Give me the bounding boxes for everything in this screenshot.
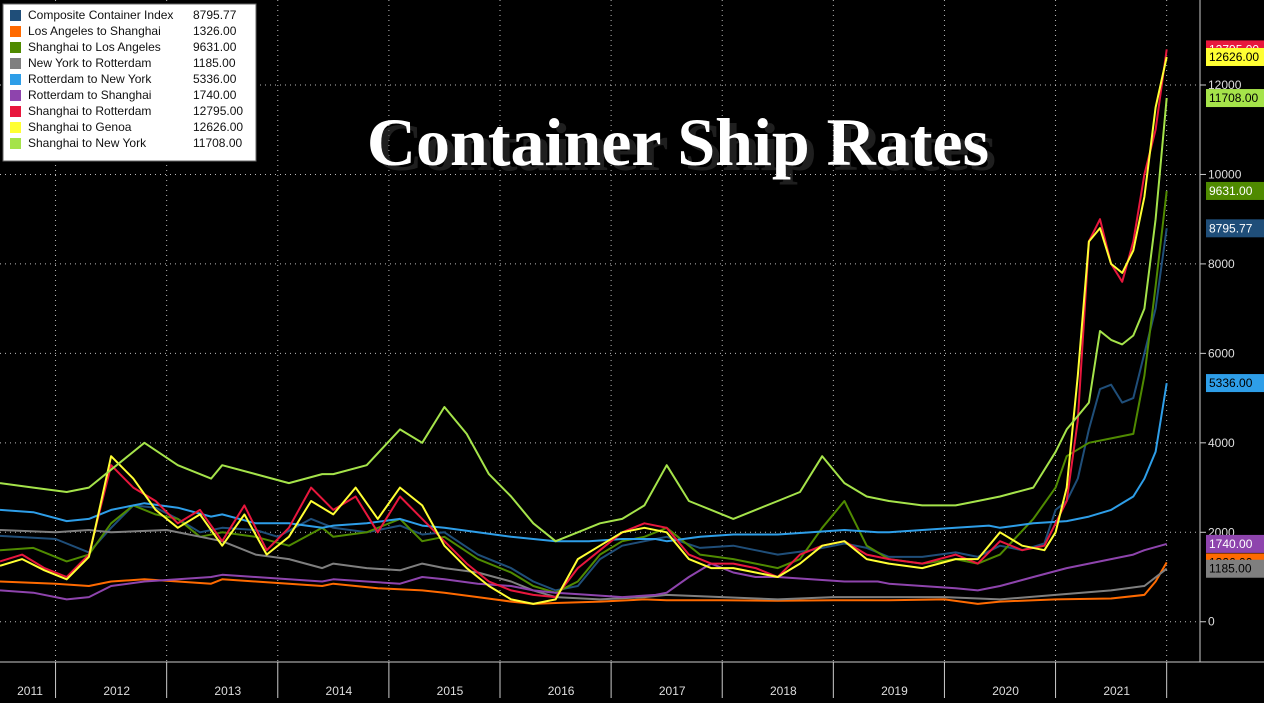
legend-swatch — [10, 122, 21, 133]
legend-background — [2, 3, 257, 162]
series-line — [0, 561, 1168, 605]
legend-value: 9631.00 — [193, 40, 237, 54]
x-tick-label: 2012 — [103, 684, 130, 698]
x-tick-label: 2021 — [1103, 684, 1130, 698]
series-line — [0, 56, 1168, 605]
x-tick-label: 2017 — [659, 684, 686, 698]
x-tick-label: 2020 — [992, 684, 1019, 698]
legend-value: 12626.00 — [193, 120, 243, 134]
legend-value: 1185.00 — [193, 56, 236, 70]
legend-label: Rotterdam to New York — [28, 72, 152, 86]
x-tick-label: 2016 — [548, 684, 575, 698]
legend-label: Shanghai to Los Angeles — [28, 40, 161, 54]
series-line — [0, 542, 1167, 601]
last-value-tag-text: 5336.00 — [1209, 376, 1253, 390]
last-value-tag-text: 9631.00 — [1209, 184, 1253, 198]
y-tick-label: 10000 — [1208, 167, 1242, 181]
legend-value: 11708.00 — [193, 136, 242, 150]
chart-title-group: Container Ship Rates Container Ship Rate… — [367, 104, 996, 185]
last-value-tag-text: 11708.00 — [1209, 91, 1258, 105]
legend-swatch — [10, 10, 21, 21]
legend-swatch — [10, 58, 21, 69]
last-value-tag-bg — [1206, 534, 1264, 553]
legend-swatch — [10, 26, 21, 37]
legend-swatch — [10, 90, 21, 101]
last-value-tag-bg — [1206, 181, 1264, 200]
last-value-labels: 8795.771326.009631.001185.005336.001740.… — [1206, 40, 1264, 578]
chart-title: Container Ship Rates — [367, 104, 989, 180]
legend-label: Shanghai to Genoa — [28, 120, 132, 134]
x-tick-label: 2018 — [770, 684, 797, 698]
legend-value: 1740.00 — [193, 88, 237, 102]
x-tick-label: 2015 — [437, 684, 464, 698]
y-tick-label: 8000 — [1208, 257, 1235, 271]
legend-label: Shanghai to Rotterdam — [28, 104, 151, 118]
last-value-tag-bg — [1206, 374, 1264, 393]
last-value-tag: 1185.00 — [1206, 559, 1264, 578]
legend-swatch — [10, 74, 21, 85]
x-tick-label: 2019 — [881, 684, 908, 698]
series-line — [0, 228, 1168, 592]
legend-value: 5336.00 — [193, 72, 237, 86]
y-tick-label: 6000 — [1208, 346, 1235, 360]
legend-label: Los Angeles to Shanghai — [28, 24, 161, 38]
last-value-tag-bg — [1206, 219, 1264, 238]
last-value-tag-text: 1185.00 — [1209, 562, 1252, 576]
last-value-tag: 8795.77 — [1206, 219, 1264, 238]
grid-layer — [0, 0, 1200, 662]
last-value-tag: 11708.00 — [1206, 89, 1264, 108]
legend-swatch — [10, 42, 21, 53]
last-value-tag-text: 1740.00 — [1209, 537, 1253, 551]
last-value-tag: 12626.00 — [1206, 47, 1264, 66]
legend-label: Shanghai to New York — [28, 136, 147, 150]
legend: Composite Container Index 8795.77 Los Ange… — [2, 3, 257, 162]
x-tick-label: 2011 — [17, 684, 43, 698]
series-line — [0, 382, 1168, 543]
y-tick-label: 0 — [1208, 615, 1215, 629]
x-tick-label: 2014 — [326, 684, 353, 698]
legend-value: 12795.00 — [193, 104, 243, 118]
last-value-tag-bg — [1206, 559, 1264, 578]
last-value-tag-bg — [1206, 47, 1264, 66]
x-tick-label: 2013 — [214, 684, 241, 698]
y-tick-label: 12000 — [1208, 78, 1242, 92]
chart-title-shadow: Container Ship Rates — [374, 109, 996, 185]
series-layer — [0, 49, 1168, 605]
legend-label: Rotterdam to Shanghai — [28, 88, 151, 102]
legend-value: 8795.77 — [193, 8, 237, 22]
last-value-tag: 5336.00 — [1206, 374, 1264, 393]
legend-swatch — [10, 106, 21, 117]
y-tick-label: 4000 — [1208, 436, 1235, 450]
last-value-tag-text: 8795.77 — [1209, 221, 1253, 235]
last-value-tag-text: 12626.00 — [1209, 50, 1259, 64]
legend-label: Composite Container Index — [28, 8, 173, 22]
last-value-tag-bg — [1206, 89, 1264, 108]
legend-swatch — [10, 138, 21, 149]
last-value-tag: 9631.00 — [1206, 181, 1264, 200]
legend-value: 1326.00 — [193, 24, 237, 38]
last-value-tag: 1740.00 — [1206, 534, 1264, 553]
series-line — [0, 97, 1168, 543]
legend-label: New York to Rotterdam — [28, 56, 151, 70]
